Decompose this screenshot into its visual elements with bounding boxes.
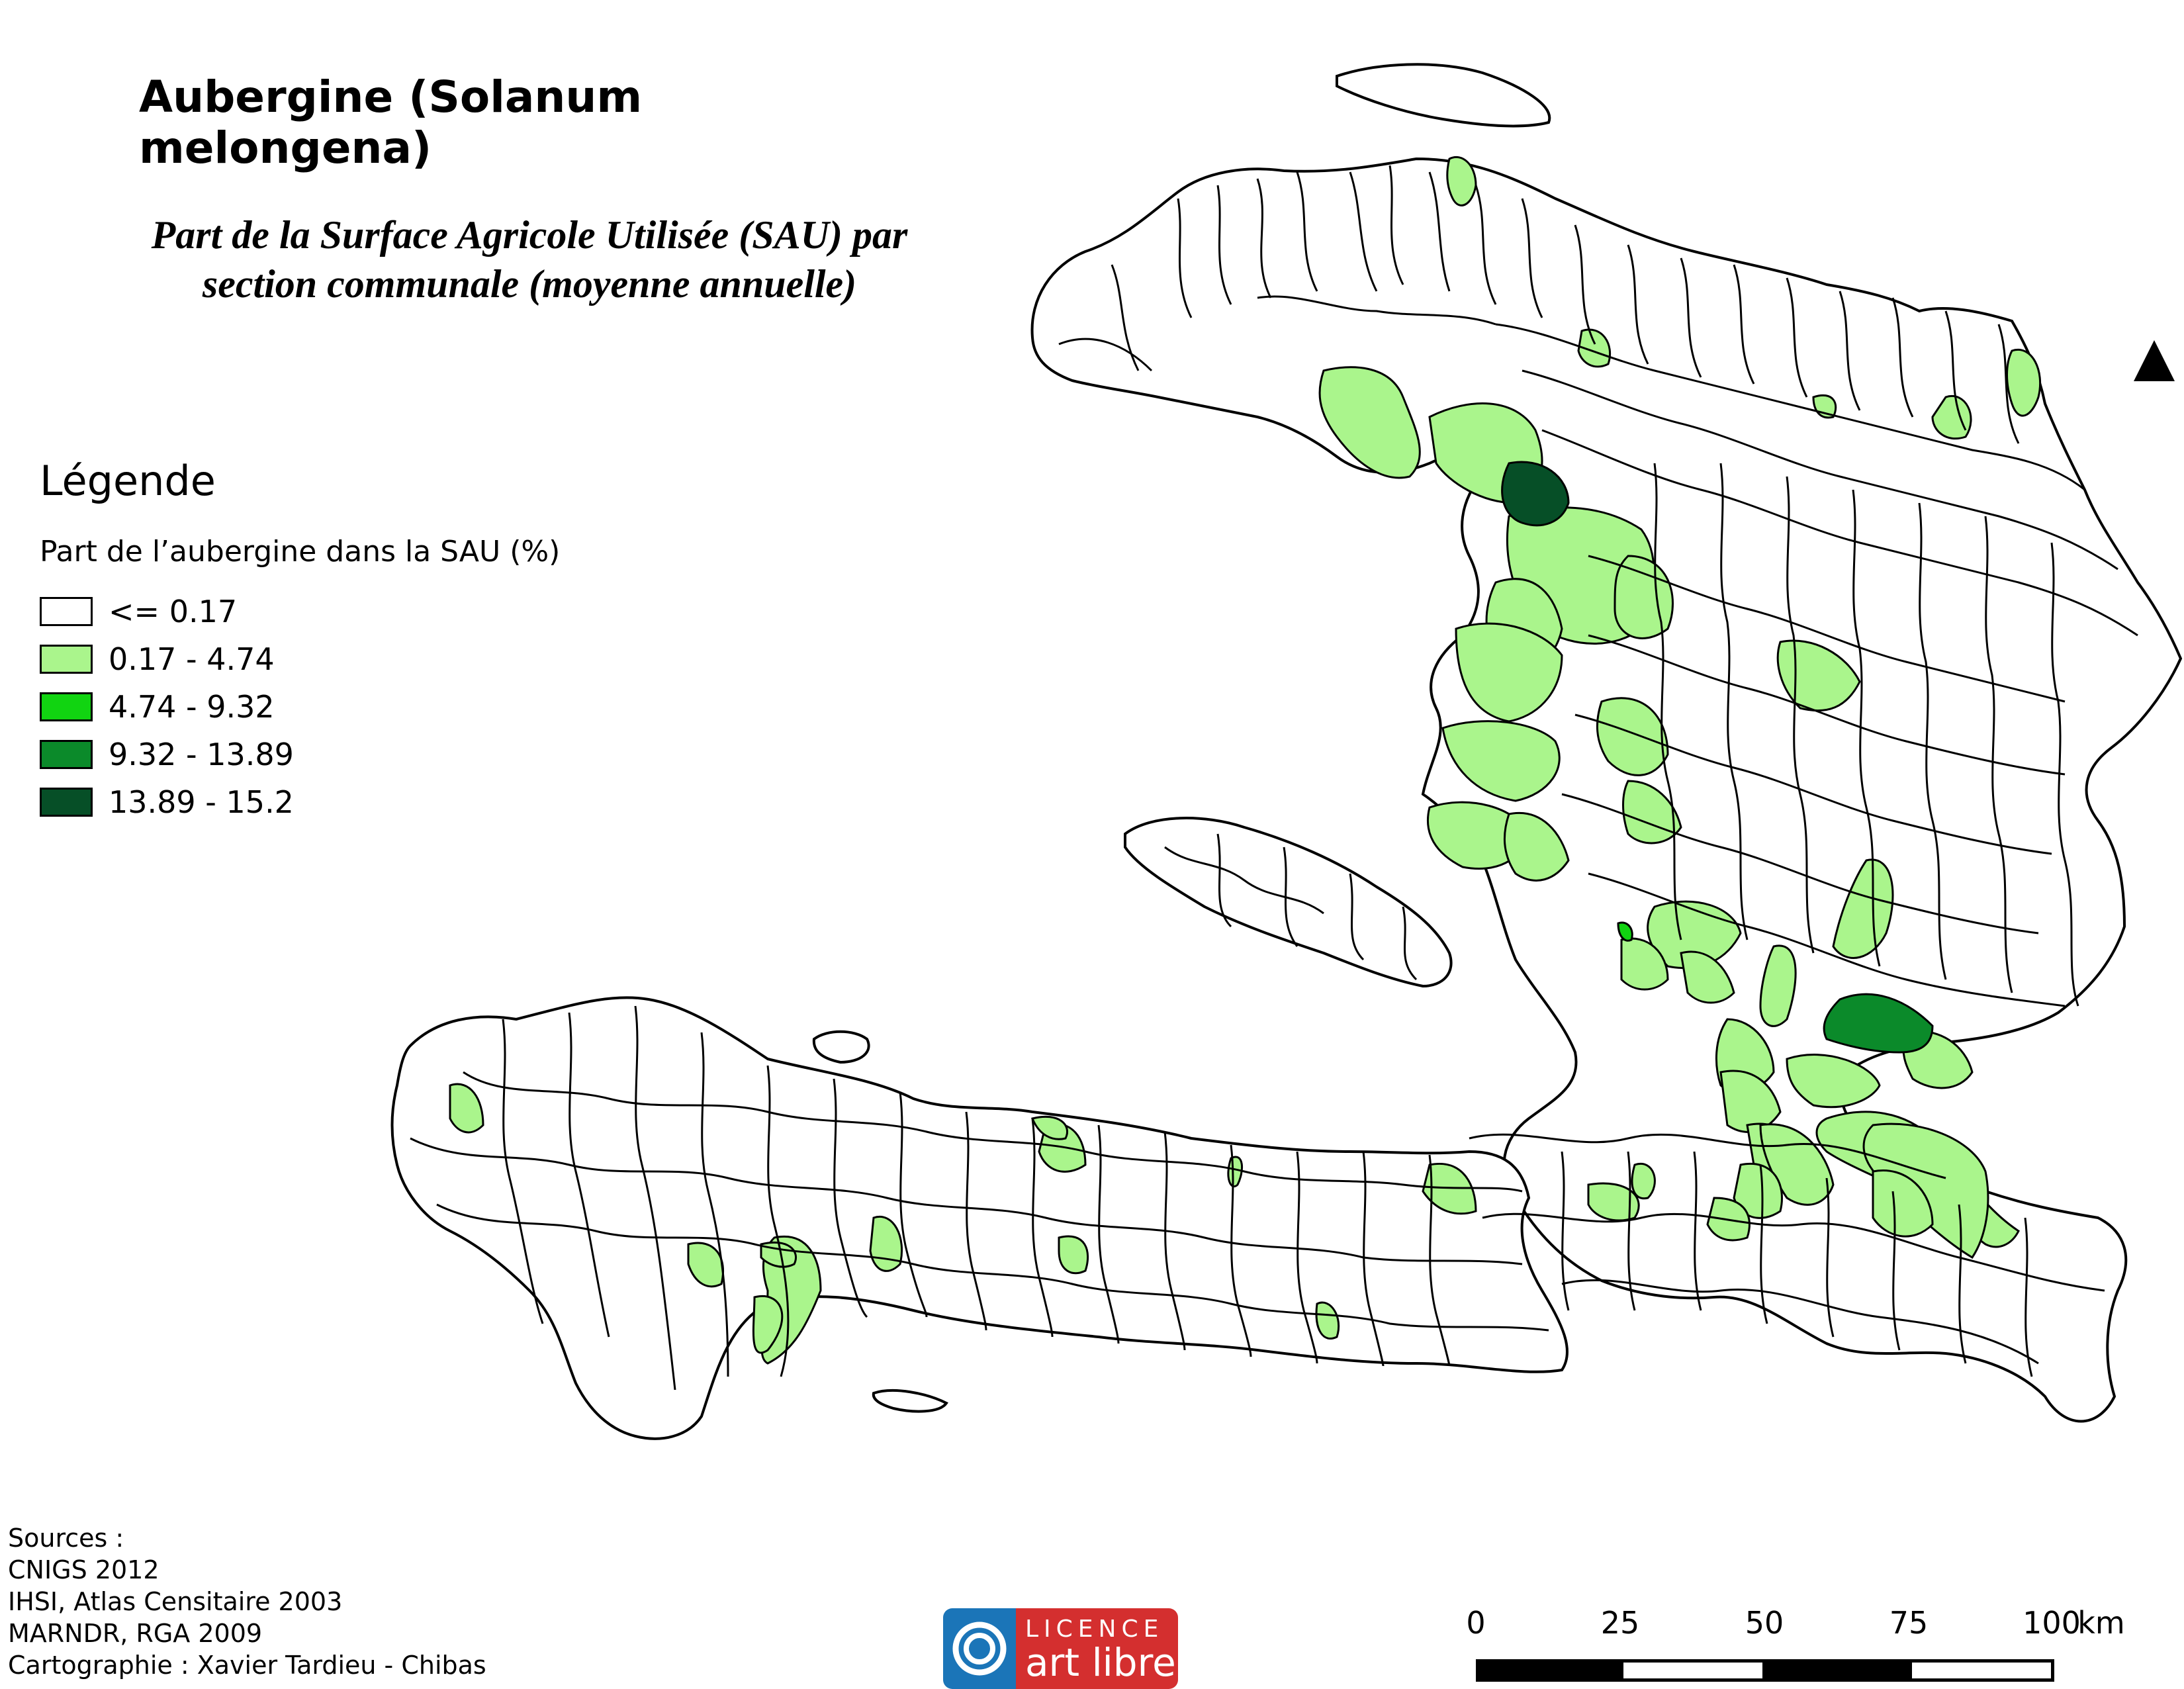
ile-a-vache [872, 1389, 948, 1413]
north-peninsula-landmass [1030, 157, 2183, 1423]
scale-unit: km [2077, 1605, 2125, 1641]
source-line: MARNDR, RGA 2009 [8, 1619, 263, 1648]
cartography-credit: Cartographie : Xavier Tardieu - Chibas [8, 1651, 486, 1680]
north-arrow-icon [2134, 340, 2175, 381]
legend-item: 4.74 - 9.32 [40, 689, 275, 725]
scale-segment [1909, 1659, 2054, 1682]
section-class-5-north [1501, 461, 1570, 527]
legend-label: 4.74 - 9.32 [109, 689, 275, 725]
legend-label: 13.89 - 15.2 [109, 784, 294, 820]
licence-art-libre-badge[interactable]: LICENCE art libre [943, 1608, 1178, 1689]
subtitle-line-1: Part de la Surface Agricole Utilisée (SA… [151, 213, 908, 257]
legend-label: 9.32 - 13.89 [109, 737, 294, 772]
section-class-3-west [1617, 921, 1633, 942]
legend-swatch [40, 740, 93, 769]
south-peninsula-landmass [390, 996, 1569, 1440]
legend-item: 0.17 - 4.74 [40, 641, 275, 677]
legend-swatch [40, 788, 93, 817]
cayemites-island [812, 1030, 870, 1064]
scale-label: 100 [2023, 1605, 2081, 1641]
sources-heading: Sources : [8, 1524, 124, 1553]
gonave-island [1124, 817, 1453, 988]
scale-segment [1764, 1659, 1910, 1682]
legend-item: 9.32 - 13.89 [40, 737, 294, 772]
commune-boundaries [410, 165, 2138, 1391]
source-line: IHSI, Atlas Censitaire 2003 [8, 1587, 343, 1616]
scale-bar: 0 25 50 75 100 km [1466, 1605, 2125, 1684]
licence-top-text: LICENCE [1025, 1615, 1164, 1643]
scale-label: 50 [1745, 1605, 1784, 1641]
scale-label: 0 [1466, 1605, 1486, 1641]
legend-subtitle: Part de l’aubergine dans la SAU (%) [40, 535, 561, 569]
licence-text: LICENCE art libre [1016, 1608, 1178, 1689]
legend-swatch [40, 692, 93, 721]
scale-segment [1476, 1659, 1621, 1682]
scale-label: 25 [1600, 1605, 1640, 1641]
sources-block: Sources : CNIGS 2012 IHSI, Atlas Censita… [8, 1522, 486, 1681]
legend-item: 13.89 - 15.2 [40, 784, 294, 820]
scale-label: 75 [1889, 1605, 1929, 1641]
licence-logo-icon [943, 1608, 1016, 1689]
legend-swatch [40, 645, 93, 674]
scale-segment [1620, 1659, 1766, 1682]
map-subtitle: Part de la Surface Agricole Utilisée (SA… [99, 210, 960, 308]
map-title: Aubergine (Solanum melongena) [139, 71, 643, 173]
tortue-island [1336, 63, 1551, 128]
source-line: CNIGS 2012 [8, 1555, 159, 1584]
legend-item: <= 0.17 [40, 594, 238, 629]
legend-label: 0.17 - 4.74 [109, 641, 275, 677]
subtitle-line-2: section communale (moyenne annuelle) [202, 262, 857, 306]
legend-label: <= 0.17 [109, 594, 238, 629]
section-class-4-east [1823, 993, 1934, 1054]
legend-swatch [40, 597, 93, 626]
licence-bottom-text: art libre [1025, 1639, 1176, 1685]
legend-title: Légende [40, 457, 216, 505]
